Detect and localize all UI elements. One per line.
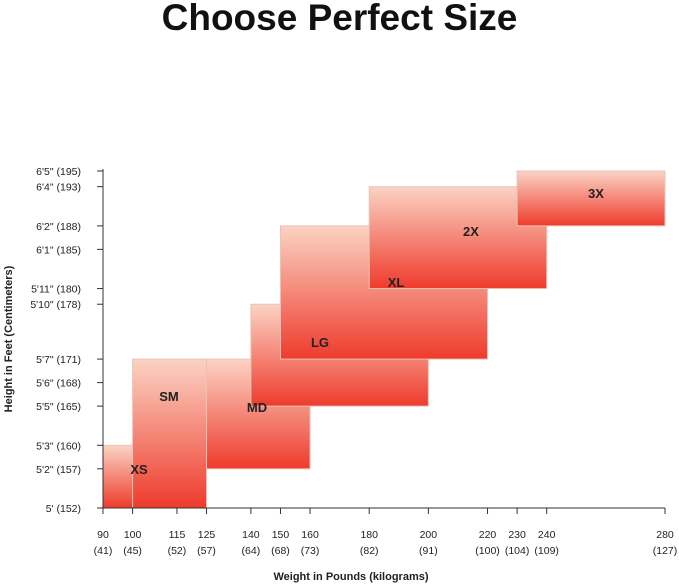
x-tick-label: 90 (97, 529, 109, 541)
y-tick-label: 5'2" (157) (36, 464, 81, 476)
x-tick-sublabel: (45) (123, 545, 142, 557)
y-tick-label: 5'11" (180) (31, 284, 81, 296)
x-tick-label: 280 (656, 529, 674, 541)
x-tick-sublabel: (100) (475, 545, 500, 557)
x-tick-sublabel: (73) (301, 545, 320, 557)
y-axis-ticks: 5' (152) 5'2" (157) 5'3" (160) 5'5" (165) 5'… (30, 166, 103, 515)
y-tick-label: 5' (152) (46, 503, 81, 515)
x-tick-label: 160 (301, 529, 319, 541)
x-axis-ticks: 90 (41) 100 (45) 115 (52) 125 (57) 140 (64) 150 (68… (94, 508, 678, 557)
x-tick-sublabel: (64) (242, 545, 261, 557)
x-tick-sublabel: (91) (419, 545, 438, 557)
x-tick-label: 150 (272, 529, 290, 541)
y-tick-label: 5'6" (168) (36, 378, 81, 390)
x-tick-label: 100 (124, 529, 142, 541)
x-tick-sublabel: (82) (360, 545, 379, 557)
x-tick-label: 220 (479, 529, 497, 541)
size-box-sm (132, 358, 208, 509)
y-tick-label: 6'1" (185) (36, 244, 81, 256)
y-tick-label: 6'2" (188) (36, 221, 81, 233)
y-tick-label: 6'4" (193) (36, 182, 81, 194)
x-tick-label: 115 (169, 529, 186, 541)
y-tick-label: 6'5" (195) (36, 166, 81, 178)
x-tick-sublabel: (41) (94, 545, 113, 557)
x-tick-sublabel: (68) (271, 545, 290, 557)
y-tick-label: 5'7" (171) (36, 354, 81, 366)
x-axis-label: Weight in Pounds (kilograms) (273, 571, 428, 583)
x-tick-label: 180 (360, 529, 378, 541)
size-label-3x: 3X (588, 186, 604, 201)
size-label-xs: XS (130, 462, 148, 477)
x-tick-label: 240 (538, 529, 556, 541)
x-tick-label: 230 (508, 529, 526, 541)
y-axis-label: Height in Feet (Centimeters) (3, 265, 15, 412)
x-tick-sublabel: (57) (197, 545, 216, 557)
size-label-sm: SM (159, 389, 179, 404)
size-boxes: XS SM MD LG XL 2X 3X (102, 170, 666, 509)
size-label-md: MD (247, 400, 267, 415)
x-tick-sublabel: (104) (505, 545, 530, 557)
y-tick-label: 5'3" (160) (36, 440, 81, 452)
size-label-xl: XL (388, 275, 405, 290)
y-tick-label: 5'5" (165) (36, 401, 81, 413)
x-tick-label: 140 (242, 529, 260, 541)
size-box-3x (516, 170, 666, 227)
x-tick-sublabel: (52) (168, 545, 187, 557)
x-tick-sublabel: (127) (653, 545, 678, 557)
page-title: Choose Perfect Size (161, 0, 518, 38)
x-tick-label: 200 (420, 529, 438, 541)
x-tick-label: 125 (198, 529, 216, 541)
size-label-lg: LG (311, 335, 329, 350)
size-label-2x: 2X (463, 224, 479, 239)
x-tick-sublabel: (109) (534, 545, 559, 557)
y-tick-label: 5'10" (178) (30, 299, 81, 311)
